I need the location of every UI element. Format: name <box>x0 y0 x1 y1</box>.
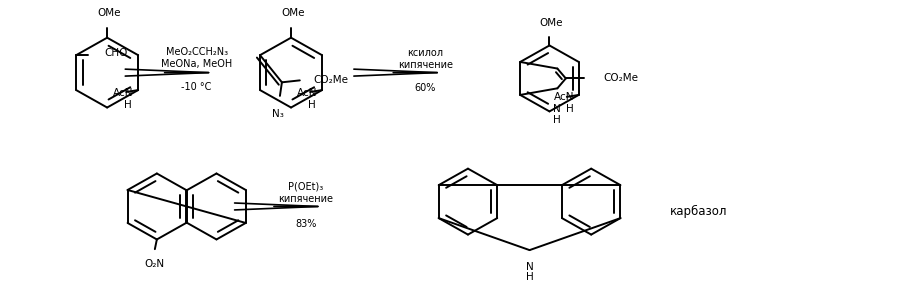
Text: кипячение: кипячение <box>397 60 453 70</box>
Text: OMe: OMe <box>98 8 121 18</box>
Text: CO₂Me: CO₂Me <box>313 75 349 85</box>
Text: 60%: 60% <box>415 83 436 93</box>
Text: 83%: 83% <box>295 219 316 229</box>
Text: AcN: AcN <box>112 88 133 98</box>
Text: O₂N: O₂N <box>145 259 165 269</box>
Text: H: H <box>526 272 534 282</box>
Text: H: H <box>566 104 573 113</box>
Text: CHO: CHO <box>104 48 127 58</box>
Text: N: N <box>526 262 534 272</box>
Text: OMe: OMe <box>539 18 563 28</box>
Text: AcN: AcN <box>554 92 574 102</box>
Text: H: H <box>124 100 132 110</box>
Text: H: H <box>553 115 561 125</box>
Text: CO₂Me: CO₂Me <box>604 73 639 84</box>
Text: N: N <box>553 104 561 114</box>
Text: кипячение: кипячение <box>278 193 334 203</box>
Text: H: H <box>308 100 316 110</box>
Text: MeO₂CCH₂N₃: MeO₂CCH₂N₃ <box>166 47 228 57</box>
Text: OMe: OMe <box>281 8 305 18</box>
Text: MeONa, MeOH: MeONa, MeOH <box>161 59 232 69</box>
Text: -10 °C: -10 °C <box>182 82 212 92</box>
Text: AcN: AcN <box>297 88 317 98</box>
Text: ксилол: ксилол <box>408 48 443 58</box>
Text: карбазол: карбазол <box>669 205 727 218</box>
Text: N₃: N₃ <box>272 109 284 119</box>
Text: P(OEt)₃: P(OEt)₃ <box>289 182 324 192</box>
